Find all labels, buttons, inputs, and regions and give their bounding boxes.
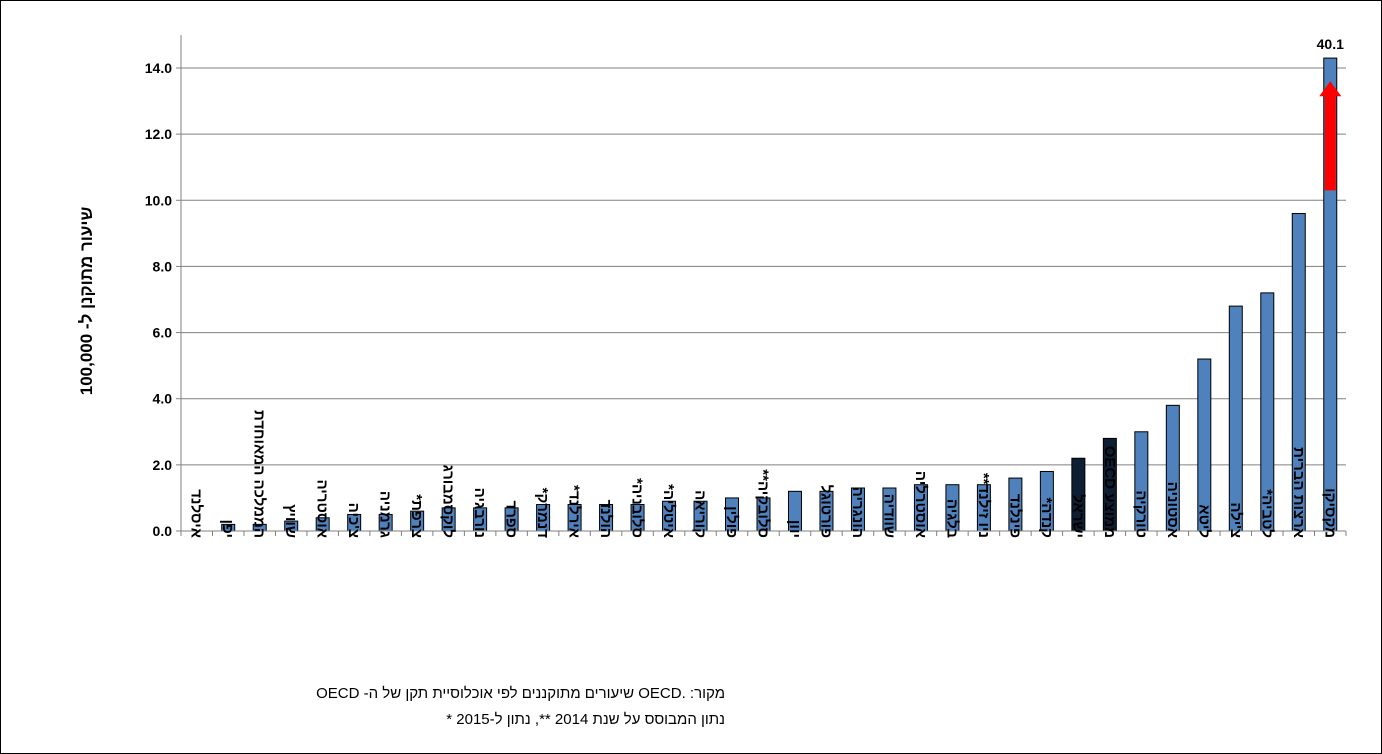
x-tick-label: שוויץ [282,504,299,538]
x-tick-label: אירלנד* [566,485,583,538]
x-tick-label: הולנד [597,500,614,538]
x-tick-label: אוסטרליה [912,471,929,538]
x-tick-label: לוקסמבורג [440,465,457,538]
x-tick-label: יפן [219,519,236,538]
x-tick-label: פורטוגל [817,485,834,538]
bar [1228,305,1243,532]
source-note: מקור: .OECD שיעורים מתוקננים לפי אוכלוסי… [316,685,725,702]
x-tick-label: אוסטריה [314,479,331,538]
x-tick-label: ארצות הברית [1290,447,1307,538]
x-tick-label: שוודיה [880,494,897,538]
y-tick-label: 10.0 [145,192,172,208]
x-tick-label: דנמרק* [534,488,551,539]
y-tick-label: 14.0 [145,60,172,76]
x-tick-label: מקסיקו [1321,488,1338,538]
break-arrow-shaft [1324,95,1336,191]
x-tick-label: ליטא [1195,504,1212,538]
x-tick-label: איטליה* [660,484,677,538]
x-tick-label: קנדה* [1038,497,1055,538]
x-tick-label: ניו זילנד** [975,473,992,538]
y-tick-label: 12.0 [145,126,172,142]
bars [221,57,1342,532]
x-tick-label: פולין [723,506,740,538]
y-tick-label: 0.0 [153,523,173,539]
x-tick-label: צרפת* [408,494,425,538]
y-tick-label: 2.0 [153,457,173,473]
x-tick-label: הונגריה [849,487,866,538]
x-tick-label: ספרד [503,501,520,538]
x-tick-label: לטביה* [1258,489,1275,538]
x-tick-label: הממלכה המאוחדת [251,410,268,538]
x-tick-label: בלגיה [943,499,960,539]
x-tick-label: יוון [786,520,803,538]
x-tick-label: סלובקיה** [755,469,772,538]
footnote: נתון המבוסס על שנת 2014 **, נתון ל-2015 … [446,711,725,728]
axes [176,35,1347,536]
x-tick-label: נורבגיה [471,488,488,538]
break-arrow-head [1319,81,1342,97]
x-tick-label: גרמניה [377,491,394,538]
y-axis-label: שיעור מתוקנן ל- 100,000 [77,206,96,395]
x-tick-label: אסטוניה [1164,482,1181,538]
y-tick-label: 6.0 [153,325,173,341]
x-tick-label: צ'כיה [345,503,362,538]
y-tick-label: 8.0 [153,258,173,274]
x-tick-label: טורקיה [1132,490,1149,538]
x-tick-label: ישראל [1069,494,1086,538]
x-tick-label: סלובניה* [629,478,646,538]
x-tick-label: צ'ילה [1227,502,1244,538]
x-tick-label: פינלנד [1006,494,1023,538]
gridlines [181,67,1346,466]
y-tick-label: 4.0 [153,391,173,407]
x-tick-label: איסלנד [188,489,205,538]
labels: 0.0 2.0 4.0 6.0 8.0 10.0 12.0 14.0 איסלנד יפן הממל… [145,36,1344,539]
x-tick-label: ממוצע OECD [1101,446,1118,538]
data-label: 40.1 [1317,36,1344,52]
x-tick-label: קוריאה [692,490,709,538]
